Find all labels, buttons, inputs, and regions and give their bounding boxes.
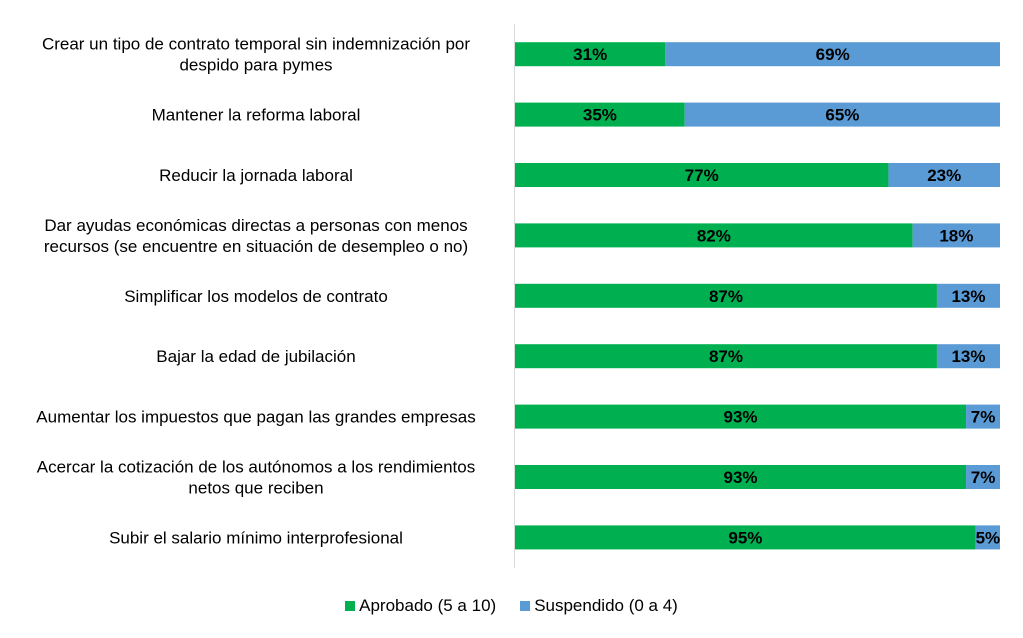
data-label-suspendido: 7% [971, 408, 996, 427]
legend-item-suspendido: Suspendido (0 a 4) [520, 596, 678, 616]
data-label-aprobado: 31% [573, 45, 607, 64]
bars-group: 31% 69% 35% 65% 77% 23% 82% 18% 87% 13% 87% 13% 93% 7… [515, 42, 1001, 550]
bar-segment-suspendido [966, 465, 1000, 489]
bar-segment-suspendido [912, 223, 1000, 248]
legend-item-aprobado: Aprobado (5 a 10) [345, 596, 496, 616]
bar-segment-aprobado [515, 42, 666, 67]
data-label-suspendido: 5% [976, 528, 1001, 547]
bar-segment-suspendido [888, 163, 1000, 187]
data-label-aprobado: 87% [709, 347, 743, 366]
data-label-aprobado: 87% [709, 287, 743, 306]
category-label: Crear un tipo de contrato temporal sin i… [42, 35, 470, 75]
legend: Aprobado (5 a 10) Suspendido (0 a 4) [0, 596, 1023, 616]
data-label-aprobado: 77% [685, 166, 719, 185]
data-label-suspendido: 13% [951, 347, 985, 366]
data-label-suspendido: 23% [927, 166, 961, 185]
bar-segment-aprobado [515, 223, 913, 248]
category-label: Reducir la jornada laboral [159, 166, 353, 185]
category-label: Simplificar los modelos de contrato [124, 287, 388, 306]
bar-segment-aprobado [515, 102, 685, 127]
bar-segment-aprobado [515, 283, 937, 308]
category-label: Acercar la cotización de los autónomos a… [37, 458, 475, 498]
data-label-aprobado: 82% [697, 226, 731, 245]
bar-segment-aprobado [515, 465, 967, 489]
bar-segment-suspendido [936, 344, 1000, 369]
bar-segment-aprobado [515, 525, 976, 550]
category-label: Dar ayudas económicas directas a persona… [44, 216, 468, 256]
bar-segment-suspendido [684, 102, 1000, 127]
data-label-suspendido: 65% [825, 106, 859, 125]
category-label: Subir el salario mínimo interprofesional [109, 528, 403, 547]
data-label-aprobado: 95% [728, 528, 762, 547]
legend-swatch-aprobado [345, 601, 356, 611]
bar-segment-aprobado [515, 163, 889, 187]
bar-segment-suspendido [665, 42, 1000, 67]
bar-segment-suspendido [966, 404, 1000, 429]
legend-label-aprobado: Aprobado (5 a 10) [359, 596, 497, 615]
legend-swatch-suspendido [520, 601, 531, 611]
category-label: Bajar la edad de jubilación [156, 347, 355, 366]
data-label-suspendido: 13% [951, 287, 985, 306]
data-label-suspendido: 18% [939, 226, 973, 245]
bar-segment-suspendido [936, 283, 1000, 308]
data-label-aprobado: 93% [724, 408, 758, 427]
data-label-aprobado: 35% [583, 106, 617, 125]
chart: 31% 69% 35% 65% 77% 23% 82% 18% 87% 13% 87% 13% 93% 7… [36, 24, 1001, 568]
category-label: Mantener la reforma laboral [152, 106, 361, 125]
bar-segment-aprobado [515, 344, 937, 369]
data-label-suspendido: 7% [971, 468, 996, 487]
bar-segment-aprobado [515, 404, 967, 429]
data-label-aprobado: 93% [724, 468, 758, 487]
category-labels-group: Crear un tipo de contrato temporal sin i… [36, 35, 475, 548]
bar-segment-suspendido [975, 525, 1000, 550]
data-label-suspendido: 69% [816, 45, 850, 64]
category-label: Aumentar los impuestos que pagan las gra… [36, 408, 475, 427]
legend-label-suspendido: Suspendido (0 a 4) [534, 596, 678, 615]
